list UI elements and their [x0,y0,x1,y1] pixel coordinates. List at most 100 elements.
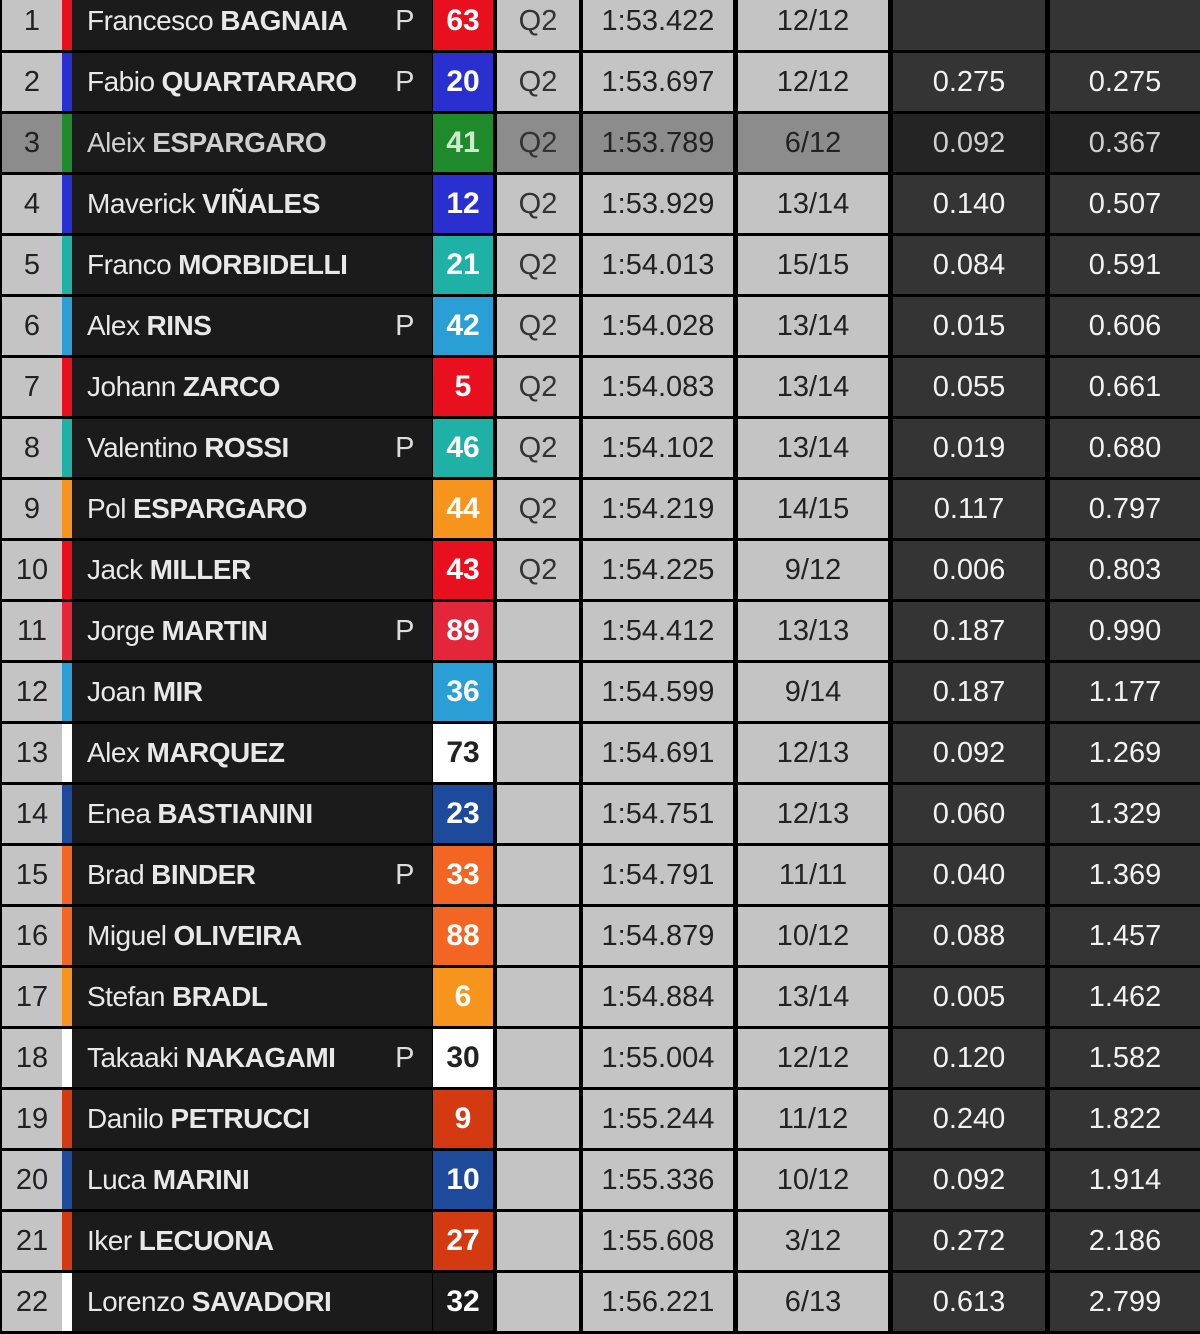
gap-leader: 0.591 [1050,236,1200,294]
lap-time: 1:54.691 [583,724,733,782]
session-label [497,1090,579,1148]
team-color-stripe [62,602,72,660]
table-row[interactable]: 6 Alex RINS P 42 Q2 1:54.028 13/14 0.015 0.606 [0,297,1200,355]
table-row[interactable]: 3 Aleix ESPARGARO 41 Q2 1:53.789 6/12 0.092 0.36… [0,114,1200,172]
table-row[interactable]: 20 Luca MARINI 10 1:55.336 10/12 0.092 1.914 [0,1151,1200,1209]
table-row[interactable]: 7 Johann ZARCO 5 Q2 1:54.083 13/14 0.055 0.661 [0,358,1200,416]
lap-time: 1:54.412 [583,602,733,660]
session-label: Q2 [497,480,579,538]
position: 9 [2,480,62,538]
table-row[interactable]: 9 Pol ESPARGARO 44 Q2 1:54.219 14/15 0.117 0.797 [0,480,1200,538]
table-row[interactable]: 21 Iker LECUONA 27 1:55.608 3/12 0.272 2.186 [0,1212,1200,1270]
rider-first-name: Jorge [87,615,155,646]
rider-last-name: LECUONA [138,1225,274,1256]
rider-name: Franco MORBIDELLI [72,236,432,294]
table-row[interactable]: 18 Takaaki NAKAGAMI P 30 1:55.004 12/12 0.120 1.… [0,1029,1200,1087]
rider-last-name: MILLER [149,554,252,585]
rider-number: 44 [433,480,493,538]
rider-name: Valentino ROSSI P [72,419,432,477]
rider-number: 5 [433,358,493,416]
lap-time: 1:55.608 [583,1212,733,1270]
rider-number: 36 [433,663,493,721]
position: 10 [2,541,62,599]
gap-previous: 0.240 [893,1090,1045,1148]
table-row[interactable]: 8 Valentino ROSSI P 46 Q2 1:54.102 13/14 0.019 0.… [0,419,1200,477]
position: 7 [2,358,62,416]
gap-previous [893,0,1045,50]
rider-name: Lorenzo SAVADORI [72,1273,432,1331]
lap-time: 1:54.884 [583,968,733,1026]
session-label: Q2 [497,297,579,355]
pole-marker: P [395,65,414,98]
rider-name: Takaaki NAKAGAMI P [72,1029,432,1087]
gap-previous: 0.120 [893,1029,1045,1087]
gap-previous: 0.187 [893,602,1045,660]
position: 21 [2,1212,62,1270]
table-row[interactable]: 19 Danilo PETRUCCI 9 1:55.244 11/12 0.240 1.822 [0,1090,1200,1148]
rider-first-name: Takaaki [87,1042,179,1073]
team-color-stripe [62,663,72,721]
table-row[interactable]: 17 Stefan BRADL 6 1:54.884 13/14 0.005 1.462 [0,968,1200,1026]
lap-time: 1:55.004 [583,1029,733,1087]
table-row[interactable]: 5 Franco MORBIDELLI 21 Q2 1:54.013 15/15 0.084 0… [0,236,1200,294]
rider-number: 42 [433,297,493,355]
table-row[interactable]: 16 Miguel OLIVEIRA 88 1:54.879 10/12 0.088 1.45… [0,907,1200,965]
table-row[interactable]: 12 Joan MIR 36 1:54.599 9/14 0.187 1.177 [0,663,1200,721]
table-row[interactable]: 1 Francesco BAGNAIA P 63 Q2 1:53.422 12/12 [0,0,1200,50]
gap-leader: 1.822 [1050,1090,1200,1148]
table-row[interactable]: 14 Enea BASTIANINI 23 1:54.751 12/13 0.060 1.32… [0,785,1200,843]
rider-name: Alex MARQUEZ [72,724,432,782]
gap-leader: 0.507 [1050,175,1200,233]
team-color-stripe [62,968,72,1026]
table-row[interactable]: 13 Alex MARQUEZ 73 1:54.691 12/13 0.092 1.269 [0,724,1200,782]
gap-leader: 0.367 [1050,114,1200,172]
laps: 13/14 [738,358,888,416]
table-row[interactable]: 11 Jorge MARTIN P 89 1:54.412 13/13 0.187 0.990 [0,602,1200,660]
rider-number: 43 [433,541,493,599]
table-row[interactable]: 15 Brad BINDER P 33 1:54.791 11/11 0.040 1.369 [0,846,1200,904]
session-label [497,724,579,782]
rider-first-name: Enea [87,798,151,829]
rider-name: Iker LECUONA [72,1212,432,1270]
position: 19 [2,1090,62,1148]
gap-previous: 0.005 [893,968,1045,1026]
rider-number: 32 [433,1273,493,1331]
gap-leader: 0.275 [1050,53,1200,111]
gap-leader: 0.680 [1050,419,1200,477]
lap-time: 1:53.697 [583,53,733,111]
laps: 12/13 [738,724,888,782]
rider-last-name: PETRUCCI [170,1103,310,1134]
gap-leader: 1.462 [1050,968,1200,1026]
lap-time: 1:54.013 [583,236,733,294]
rider-name: Stefan BRADL [72,968,432,1026]
session-label: Q2 [497,53,579,111]
team-color-stripe [62,297,72,355]
laps: 13/14 [738,297,888,355]
rider-last-name: BASTIANINI [157,798,313,829]
session-label [497,1151,579,1209]
table-row[interactable]: 22 Lorenzo SAVADORI 32 1:56.221 6/13 0.613 2.79… [0,1273,1200,1331]
table-row[interactable]: 2 Fabio QUARTARARO P 20 Q2 1:53.697 12/12 0.275 0… [0,53,1200,111]
team-color-stripe [62,907,72,965]
team-color-stripe [62,1090,72,1148]
pole-marker: P [395,1041,414,1074]
rider-first-name: Maverick [87,188,196,219]
rider-number: 27 [433,1212,493,1270]
rider-first-name: Joan [87,676,146,707]
gap-previous: 0.060 [893,785,1045,843]
rider-number: 21 [433,236,493,294]
pole-marker: P [395,858,414,891]
team-color-stripe [62,114,72,172]
gap-leader: 0.606 [1050,297,1200,355]
laps: 11/12 [738,1090,888,1148]
gap-previous: 0.015 [893,297,1045,355]
rider-first-name: Aleix [87,127,146,158]
rider-number: 9 [433,1090,493,1148]
table-row[interactable]: 4 Maverick VIÑALES 12 Q2 1:53.929 13/14 0.140 0.… [0,175,1200,233]
rider-name: Alex RINS P [72,297,432,355]
pole-marker: P [395,309,414,342]
session-label: Q2 [497,236,579,294]
gap-previous: 0.275 [893,53,1045,111]
table-row[interactable]: 10 Jack MILLER 43 Q2 1:54.225 9/12 0.006 0.803 [0,541,1200,599]
